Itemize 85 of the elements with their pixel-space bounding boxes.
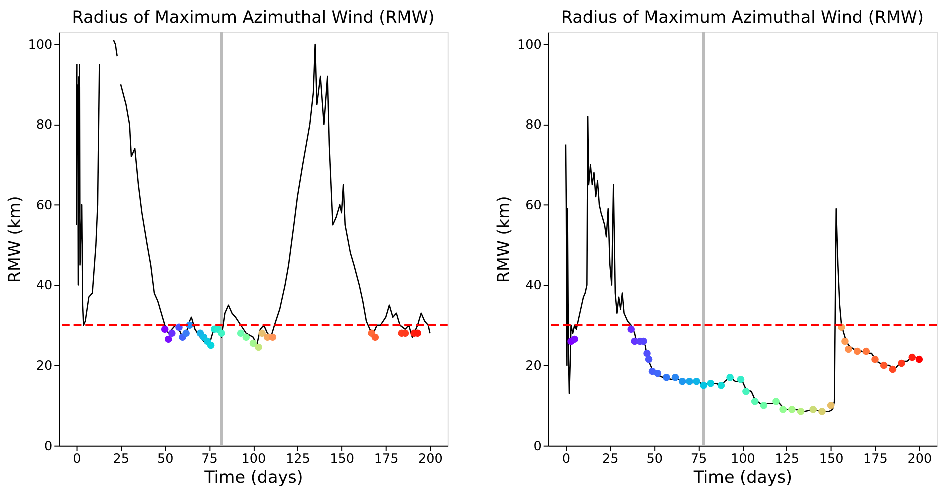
- y-tick-label: 60: [36, 198, 53, 214]
- x-tick-label: 175: [374, 452, 399, 468]
- point: [797, 408, 805, 416]
- x-tick-label: 0: [73, 452, 82, 468]
- point: [726, 374, 734, 382]
- y-tick-label: 40: [526, 278, 542, 294]
- point: [898, 360, 906, 368]
- point: [640, 338, 648, 346]
- point: [218, 330, 226, 338]
- x-tick-label: 25: [602, 452, 619, 468]
- x-tick-label: 150: [819, 452, 844, 468]
- point: [237, 330, 245, 338]
- y-axis-title: RMW (km): [4, 196, 24, 284]
- point: [686, 378, 694, 386]
- point: [780, 406, 787, 414]
- y-tick-label: 80: [526, 118, 542, 134]
- x-tick-label: 125: [775, 452, 800, 468]
- point: [862, 348, 870, 356]
- x-axis-title: Time (days): [692, 466, 793, 487]
- point: [872, 356, 879, 364]
- point: [644, 350, 651, 358]
- x-tick-label: 175: [864, 452, 888, 468]
- x-tick-label: 200: [418, 452, 443, 468]
- point: [854, 348, 862, 356]
- point: [827, 402, 835, 410]
- x-tick-label: 100: [730, 452, 756, 468]
- chart-title: Radius of Maximum Azimuthal Wind (RMW): [561, 7, 924, 28]
- x-tick-label: 50: [157, 452, 174, 468]
- point: [810, 406, 818, 414]
- point: [880, 362, 888, 370]
- y-tick-label: 100: [517, 38, 542, 53]
- point: [742, 388, 750, 396]
- x-tick-label: 75: [202, 452, 218, 468]
- y-tick-label: 20: [526, 359, 542, 374]
- point: [168, 330, 176, 338]
- point: [707, 380, 715, 388]
- y-tick-label: 80: [36, 118, 53, 134]
- y-tick-label: 20: [36, 359, 53, 374]
- y-tick-label: 40: [36, 278, 53, 294]
- y-tick-label: 0: [534, 439, 542, 454]
- x-tick-label: 0: [562, 452, 571, 468]
- x-tick-label: 25: [113, 452, 130, 468]
- point: [182, 330, 190, 338]
- point: [628, 326, 636, 334]
- point: [207, 342, 215, 350]
- point: [737, 376, 745, 384]
- point: [678, 378, 686, 386]
- point: [645, 356, 653, 364]
- point: [916, 356, 924, 364]
- point: [250, 340, 258, 348]
- point: [242, 334, 250, 342]
- point: [718, 382, 726, 390]
- x-tick-label: 50: [646, 452, 663, 468]
- point: [772, 398, 780, 406]
- point: [845, 346, 852, 354]
- x-tick-label: 150: [330, 452, 355, 468]
- point: [663, 374, 670, 382]
- point: [672, 374, 680, 382]
- x-tick-label: 125: [286, 452, 310, 468]
- point: [571, 336, 578, 344]
- point: [161, 326, 169, 334]
- y-tick-label: 100: [28, 38, 53, 53]
- point: [842, 338, 849, 346]
- chart-title: Radius of Maximum Azimuthal Wind (RMW): [72, 7, 435, 28]
- x-tick-label: 200: [908, 452, 932, 468]
- point: [258, 330, 266, 338]
- point: [751, 398, 759, 406]
- x-tick-label: 100: [242, 452, 266, 468]
- point: [164, 336, 172, 344]
- point: [255, 344, 262, 352]
- point: [889, 366, 897, 374]
- y-tick-label: 0: [44, 439, 53, 454]
- y-axis-title: RMW (km): [494, 196, 514, 284]
- point: [693, 378, 700, 386]
- x-tick-label: 75: [690, 452, 708, 468]
- point: [700, 382, 708, 390]
- point: [788, 406, 796, 414]
- point: [269, 334, 277, 342]
- point: [908, 354, 916, 362]
- point: [760, 402, 768, 410]
- x-axis-title: Time (days): [204, 466, 304, 487]
- y-tick-label: 60: [526, 198, 542, 214]
- point: [372, 334, 380, 342]
- point: [818, 408, 826, 416]
- point: [654, 370, 662, 378]
